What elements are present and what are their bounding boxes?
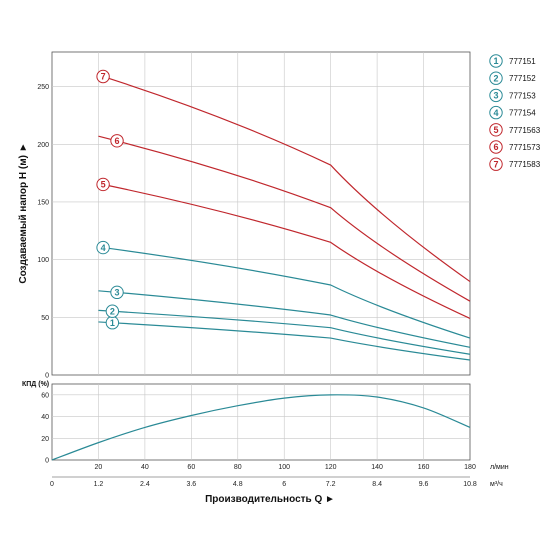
x-tick-lpm: 180 <box>464 464 476 471</box>
legend-item-label: 7771583 <box>509 160 541 169</box>
x-tick-m3h: 9.6 <box>419 481 429 488</box>
head-curve-6 <box>98 135 471 302</box>
head-curve-1 <box>98 321 471 361</box>
head-curve-2 <box>98 309 471 355</box>
x-tick-m3h: 4.8 <box>233 481 243 488</box>
x-tick-lpm: 40 <box>141 464 149 471</box>
efficiency-curve <box>51 394 471 461</box>
head-grid <box>52 52 470 375</box>
legend-marker-label: 1 <box>493 56 498 66</box>
curve-marker-circle <box>110 134 124 148</box>
efficiency-grid <box>52 384 470 460</box>
x-tick-m3h: 1.2 <box>94 481 104 488</box>
legend-marker <box>489 105 503 120</box>
curve-marker-label: 3 <box>115 288 120 298</box>
curve-marker-label: 6 <box>115 136 120 146</box>
x-tick-lpm: 60 <box>187 464 195 471</box>
legend-item-label: 7771573 <box>509 143 541 152</box>
x-tick-lpm: 120 <box>325 464 337 471</box>
legend-marker <box>489 54 503 68</box>
legend-item-label: 777152 <box>509 74 536 83</box>
legend-marker <box>489 123 503 137</box>
curve-marker-circle <box>96 240 110 255</box>
efficiency-y-ticks: 0 20 40 60 <box>41 392 49 464</box>
x-tick-m3h: 7.2 <box>326 481 336 488</box>
head-curves <box>98 74 471 361</box>
head-y-tick: 0 <box>45 373 49 380</box>
x-tick-m3h: 2.4 <box>140 481 150 488</box>
head-curve-5 <box>98 182 471 320</box>
head-y-ticks: 0 50 100 150 200 250 <box>37 84 49 379</box>
curve-marker-circle <box>110 285 124 300</box>
curve-marker-label: 4 <box>101 243 106 253</box>
efficiency-y-tick: 0 <box>45 458 49 465</box>
head-y-axis-label: Создаваемый напор H (м) ► <box>18 142 29 283</box>
efficiency-y-tick: 40 <box>41 414 49 421</box>
x-tick-m3h: 6 <box>282 481 286 488</box>
efficiency-y-tick: 60 <box>41 392 49 399</box>
efficiency-y-axis-label: КПД (%) <box>22 381 49 388</box>
legend-item-label: 777154 <box>509 109 536 118</box>
x-tick-m3h: 8.4 <box>372 481 382 488</box>
efficiency-curve-line <box>51 394 471 461</box>
x-unit-lpm: л/мин <box>490 464 509 471</box>
legend-marker <box>489 71 503 85</box>
x-tick-m3h: 0 <box>50 481 54 488</box>
curve-marker-circle <box>96 177 110 192</box>
head-y-tick: 200 <box>37 142 49 149</box>
legend-marker-label: 2 <box>493 73 498 83</box>
head-curve-4 <box>98 246 471 339</box>
curve-marker-label: 1 <box>110 318 115 328</box>
curve-marker-circle <box>96 69 110 84</box>
legend-item-label: 777153 <box>509 91 536 100</box>
legend-marker <box>489 88 503 103</box>
legend-marker-label: 6 <box>493 142 498 152</box>
x-ticks-m3h: 0 1.2 2.4 3.6 4.8 6 7.2 8.4 9.6 10.8 <box>50 481 477 488</box>
legend-marker-label: 5 <box>493 125 498 135</box>
legend-marker <box>489 140 503 154</box>
head-y-tick: 250 <box>37 84 49 91</box>
legend-marker-label: 4 <box>493 108 498 118</box>
legend-item-label: 7771563 <box>509 126 541 135</box>
x-tick-lpm: 100 <box>278 464 290 471</box>
legend-marker-label: 3 <box>493 91 498 101</box>
x-tick-lpm: 140 <box>371 464 383 471</box>
head-y-tick: 100 <box>37 257 49 264</box>
legend-marker-label: 7 <box>493 159 498 169</box>
x-axis-label: Производительность Q ► <box>205 494 335 505</box>
x-ticks-lpm: 20 40 60 80 100 120 140 160 180 <box>95 464 476 471</box>
head-y-tick: 50 <box>41 315 49 322</box>
x-tick-lpm: 20 <box>95 464 103 471</box>
curve-marker-label: 7 <box>101 72 106 82</box>
legend-marker <box>489 157 503 171</box>
x-tick-m3h: 3.6 <box>186 481 196 488</box>
x-tick-m3h: 10.8 <box>463 481 477 488</box>
efficiency-plot-area <box>51 383 471 461</box>
x-tick-lpm: 160 <box>418 464 430 471</box>
head-y-tick: 150 <box>37 199 49 206</box>
curve-marker-circle <box>105 304 120 318</box>
curve-marker-label: 5 <box>101 180 106 190</box>
x-axis: 20 40 60 80 100 120 140 160 180 0 1.2 2.4 3.6 4.8 6 7.… <box>50 464 509 505</box>
legend-item-label: 777151 <box>509 57 536 66</box>
head-curve-7 <box>98 74 471 283</box>
x-tick-lpm: 80 <box>234 464 242 471</box>
curve-marker-label: 2 <box>110 306 115 316</box>
efficiency-plot: 0 20 40 60 КПД (%) <box>22 381 471 465</box>
head-curve-3 <box>98 290 471 348</box>
x-unit-m3h: м³/ч <box>490 481 503 488</box>
efficiency-y-tick: 20 <box>41 436 49 443</box>
